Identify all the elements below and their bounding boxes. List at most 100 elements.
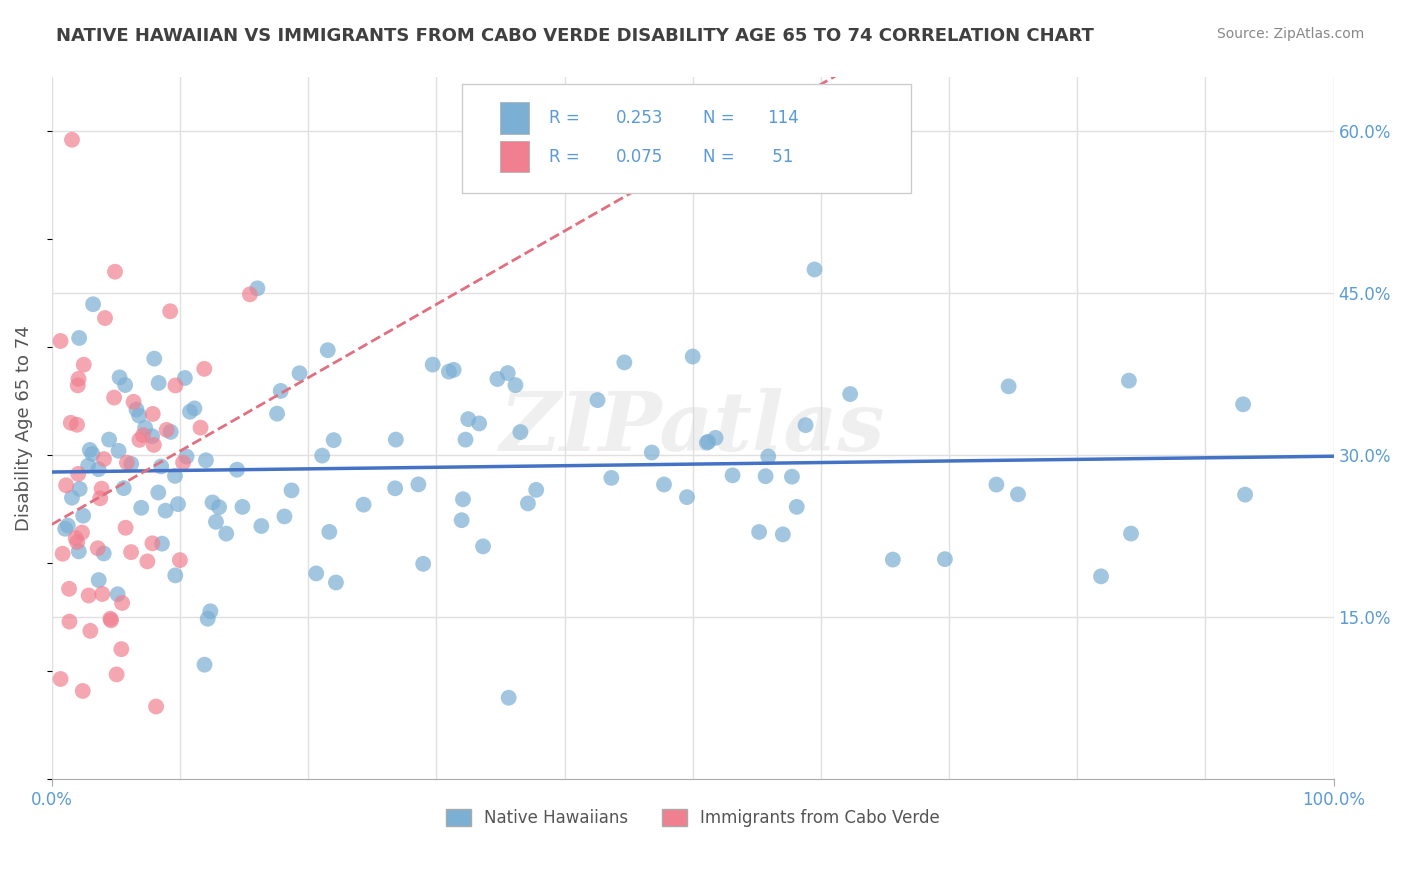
Point [325,575,347,590]
Point [311,449,333,463]
Point [696,435,718,450]
Point [93,452,115,467]
Point [422,358,444,372]
Point [457,412,479,426]
Point [524,483,547,497]
Point [73,358,96,372]
Text: R =: R = [550,148,585,166]
Point [67,467,90,481]
Point [1234,488,1257,502]
Point [316,343,339,358]
Point [55,478,77,492]
Point [193,361,215,376]
Point [169,553,191,567]
Point [1119,526,1142,541]
Point [112,481,135,495]
Point [59,416,82,430]
Point [52,547,75,561]
Point [231,500,253,514]
Point [600,471,623,485]
Point [165,378,187,392]
FancyBboxPatch shape [463,85,911,194]
Point [443,363,465,377]
Point [496,366,519,380]
Point [87,573,110,587]
Text: R =: R = [550,109,585,128]
Point [273,509,295,524]
Point [353,498,375,512]
Point [155,503,177,517]
Point [239,287,262,301]
Point [100,612,122,626]
Point [194,453,217,467]
Point [318,524,340,539]
Point [142,407,165,421]
Point [142,438,165,452]
Point [143,351,166,366]
Point [200,604,222,618]
Point [148,376,170,390]
Point [125,402,148,417]
Point [205,515,228,529]
Point [114,521,136,535]
Point [70,525,93,540]
Point [77,589,100,603]
Point [280,483,302,498]
Point [997,379,1019,393]
Text: 51: 51 [768,148,793,166]
Point [155,423,177,437]
Point [120,545,142,559]
Point [756,450,779,464]
Point [516,496,538,510]
Point [108,370,131,384]
Point [266,407,288,421]
Y-axis label: Disability Age 65 to 74: Disability Age 65 to 74 [15,326,32,531]
Point [682,350,704,364]
Point [128,409,150,423]
Point [641,445,664,459]
Point [107,587,129,601]
Point [246,281,269,295]
Point [122,394,145,409]
Point [163,469,186,483]
Point [72,684,94,698]
Text: ZIPatlas: ZIPatlas [501,388,886,468]
Point [697,434,720,449]
Point [190,420,212,434]
Point [77,458,100,473]
Point [505,378,527,392]
Point [110,642,132,657]
Point [586,393,609,408]
Point [1007,487,1029,501]
Point [69,482,91,496]
Point [472,540,495,554]
Point [780,469,803,483]
Point [385,433,408,447]
Point [882,552,904,566]
Point [114,378,136,392]
Point [704,431,727,445]
Text: N =: N = [703,148,740,166]
Point [305,566,328,581]
Text: 114: 114 [768,109,799,128]
Point [98,433,121,447]
Point [72,508,94,523]
Point [772,527,794,541]
Point [288,366,311,380]
Point [1232,397,1254,411]
Point [468,417,491,431]
Point [89,491,111,506]
Point [652,477,675,491]
Point [159,425,181,439]
Point [82,447,104,461]
Point [65,531,87,545]
Point [105,667,128,681]
Point [803,262,825,277]
Legend: Native Hawaiians, Immigrants from Cabo Verde: Native Hawaiians, Immigrants from Cabo V… [439,802,946,834]
Point [136,554,159,568]
Point [384,481,406,495]
Point [1090,569,1112,583]
Point [107,443,129,458]
Point [82,297,104,311]
Point [67,372,90,386]
